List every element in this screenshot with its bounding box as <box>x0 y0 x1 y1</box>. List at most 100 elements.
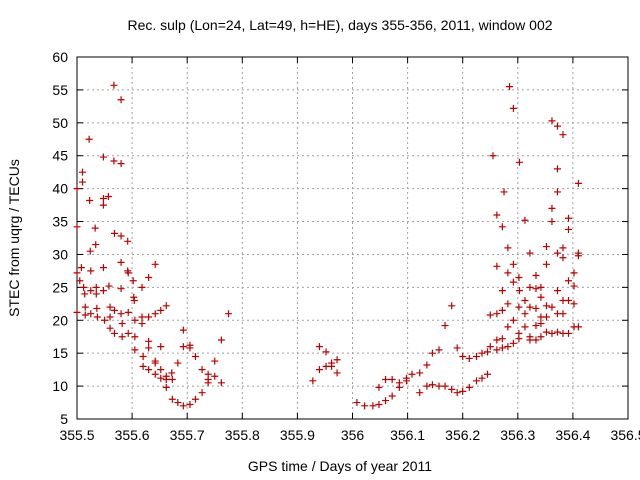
data-point <box>478 349 486 357</box>
data-point <box>515 303 523 311</box>
data-point <box>498 335 506 343</box>
data-point <box>92 283 100 291</box>
data-point <box>157 306 165 314</box>
data-point <box>509 104 517 112</box>
data-point <box>117 310 125 318</box>
data-point <box>483 370 491 378</box>
data-point <box>416 389 424 397</box>
data-point <box>509 278 517 286</box>
data-point <box>105 282 113 290</box>
data-point <box>537 283 545 291</box>
data-point <box>139 362 147 370</box>
data-point <box>435 382 443 390</box>
data-point <box>99 264 107 272</box>
data-point <box>408 370 416 378</box>
data-point <box>138 313 146 321</box>
data-point <box>526 336 534 344</box>
data-point <box>101 316 109 324</box>
data-point <box>92 241 100 249</box>
data-point <box>174 399 182 407</box>
data-point <box>441 382 449 390</box>
data-point <box>99 195 107 203</box>
data-point <box>85 135 93 143</box>
data-point <box>353 399 361 407</box>
x-tick-label: 355.8 <box>225 427 260 443</box>
data-point <box>382 376 390 384</box>
data-point <box>73 308 81 316</box>
data-point <box>493 211 501 219</box>
data-point <box>110 306 118 314</box>
data-point <box>486 311 494 319</box>
data-point <box>179 402 187 410</box>
data-point <box>515 273 523 281</box>
data-point <box>435 346 443 354</box>
x-tick-label: 356.5 <box>610 427 640 443</box>
data-point <box>478 374 486 382</box>
data-point <box>117 258 125 266</box>
data-point <box>441 322 449 330</box>
y-tick-label: 15 <box>52 345 68 361</box>
x-tick-label: 356.3 <box>500 427 535 443</box>
axis-ticks <box>76 56 629 420</box>
data-point <box>498 306 506 314</box>
data-point <box>73 223 81 231</box>
x-tick-label: 356 <box>341 427 365 443</box>
x-tick-labels: 355.5 355.6 355.7 355.8 355.9 356 356.1 356.2 35… <box>59 427 640 443</box>
data-point <box>388 392 396 400</box>
data-point <box>472 352 480 360</box>
data-point <box>87 310 95 318</box>
data-points <box>73 81 582 410</box>
data-point <box>453 389 461 397</box>
data-point <box>138 320 146 328</box>
data-point <box>204 379 212 387</box>
data-point <box>423 361 431 369</box>
data-point <box>537 320 545 328</box>
y-tick-label: 55 <box>52 82 68 98</box>
data-point <box>570 300 578 308</box>
y-tick-label: 40 <box>52 181 68 197</box>
data-point <box>532 304 540 312</box>
data-point <box>130 297 138 305</box>
data-point <box>93 313 101 321</box>
data-point <box>211 372 219 380</box>
data-point <box>139 352 147 360</box>
data-point <box>498 344 506 352</box>
data-point <box>124 269 132 277</box>
data-point <box>162 376 170 384</box>
data-point <box>515 335 523 343</box>
data-point <box>87 287 95 295</box>
x-tick-label: 355.9 <box>280 427 315 443</box>
data-point <box>542 328 550 336</box>
data-point <box>395 383 403 391</box>
y-tick-label: 5 <box>60 411 68 427</box>
y-tick-label: 10 <box>52 378 68 394</box>
data-point <box>526 249 534 257</box>
data-point <box>515 287 523 295</box>
data-point <box>211 357 219 365</box>
data-point <box>548 204 556 212</box>
data-point <box>570 282 578 290</box>
data-point <box>526 283 534 291</box>
data-point <box>138 283 146 291</box>
data-point <box>548 303 556 311</box>
grid-lines <box>77 57 628 419</box>
data-point <box>526 303 534 311</box>
data-point <box>151 359 159 367</box>
data-point <box>106 303 114 311</box>
data-point <box>157 343 165 351</box>
data-point <box>382 397 390 405</box>
data-point <box>117 285 125 293</box>
data-point <box>498 223 506 231</box>
data-point <box>174 359 182 367</box>
data-point <box>198 389 206 397</box>
data-point <box>493 346 501 354</box>
data-point <box>76 277 84 285</box>
y-tick-label: 20 <box>52 312 68 328</box>
y-tick-label: 25 <box>52 279 68 295</box>
data-point <box>131 316 139 324</box>
data-point <box>124 308 132 316</box>
data-point <box>77 264 85 272</box>
data-point <box>198 366 206 374</box>
data-point <box>79 168 87 176</box>
y-axis-label: STEC from uqrg / TECUs <box>6 159 22 317</box>
